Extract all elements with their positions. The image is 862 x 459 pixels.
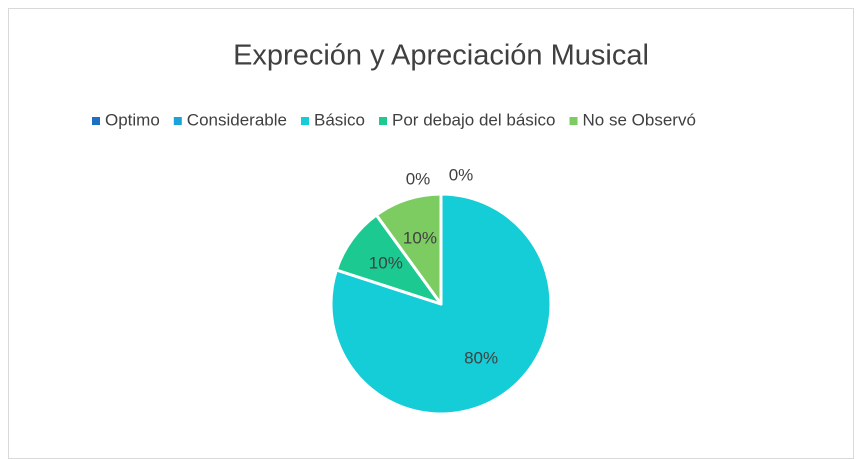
legend-label: Considerable <box>187 110 287 129</box>
data-label: 0% <box>449 165 474 184</box>
legend-swatch <box>569 117 578 125</box>
legend-swatch <box>92 117 100 125</box>
legend-label: Optimo <box>105 110 160 129</box>
legend-label: Básico <box>314 110 365 129</box>
data-label: 10% <box>369 253 403 272</box>
legend-swatch <box>300 117 309 125</box>
chart-title: Expreción y Apreciación Musical <box>233 40 649 72</box>
legend-label: Por debajo del básico <box>392 110 556 129</box>
data-label: 80% <box>464 349 498 368</box>
legend-swatch <box>173 117 182 125</box>
data-label: 0% <box>406 169 431 188</box>
legend-swatch <box>379 117 388 125</box>
legend-label: No se Observó <box>583 110 696 129</box>
pie-slice <box>374 192 443 306</box>
data-label: 10% <box>403 229 437 248</box>
